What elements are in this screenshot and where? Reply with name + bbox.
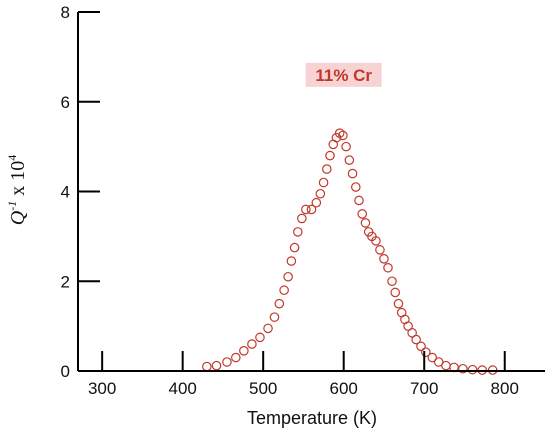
data-point [390, 287, 401, 298]
data-point [315, 188, 326, 199]
data-point [297, 213, 307, 224]
data-point [467, 364, 478, 375]
data-point [383, 262, 393, 273]
x-tick-label: 400 [168, 379, 196, 398]
data-point [222, 357, 232, 367]
y-tick-label: 0 [61, 362, 70, 381]
data-point [289, 242, 300, 253]
x-tick-label: 700 [410, 379, 438, 398]
data-point [338, 130, 348, 141]
data-point [334, 128, 345, 138]
data-point [274, 298, 285, 309]
y-axis-title-exp2: 4 [5, 155, 19, 161]
y-axis-title-base: Q [7, 210, 29, 225]
data-point [231, 352, 241, 363]
data-point [354, 195, 364, 206]
data-point [375, 245, 385, 255]
data-point [269, 312, 280, 322]
data-point [279, 285, 289, 296]
data-point [255, 332, 265, 343]
annotation-text: 11% Cr [315, 66, 372, 85]
data-point [306, 204, 317, 215]
data-point [421, 347, 431, 357]
data-point [387, 276, 397, 287]
y-tick-label: 4 [61, 183, 70, 202]
data-point [283, 271, 293, 282]
data-point [360, 218, 371, 228]
data-point [301, 204, 311, 215]
data-point [286, 256, 297, 266]
data-points [202, 128, 498, 375]
data-point [416, 341, 426, 352]
data-point [263, 323, 273, 334]
y-tick-label: 2 [61, 272, 70, 291]
data-point [379, 254, 389, 264]
x-ticks: 300 400 500 600 700 800 [88, 351, 519, 398]
data-point [347, 168, 358, 179]
data-point [357, 209, 368, 219]
data-point [211, 360, 222, 371]
x-tick-label: 500 [249, 379, 277, 398]
x-tick-label: 300 [88, 379, 116, 398]
annotation-background [305, 62, 382, 87]
data-point [318, 177, 329, 188]
x-tick-label: 600 [330, 379, 358, 398]
y-axis-title-middle: x 10 [7, 161, 29, 201]
data-point [341, 141, 351, 152]
data-point [239, 346, 249, 356]
data-point [321, 164, 332, 174]
data-point [311, 197, 322, 208]
y-ticks: 0 2 4 6 8 [61, 3, 100, 381]
annotation: 11% Cr [305, 62, 382, 87]
y-tick-label: 8 [61, 3, 70, 22]
data-point [458, 363, 468, 374]
data-point [393, 298, 404, 309]
data-point [411, 334, 421, 345]
data-point [247, 339, 257, 349]
y-axis-title: Q-1 x 104 [5, 155, 29, 225]
data-point [350, 182, 361, 192]
data-point [293, 227, 303, 237]
data-point [427, 352, 438, 363]
x-axis-title: Temperature (K) [247, 408, 377, 428]
x-tick-label: 800 [491, 379, 519, 398]
y-axis-title-exp1: -1 [5, 201, 19, 211]
data-point [371, 236, 381, 246]
data-point [325, 150, 335, 161]
data-point [344, 155, 355, 165]
y-tick-label: 6 [61, 93, 70, 112]
